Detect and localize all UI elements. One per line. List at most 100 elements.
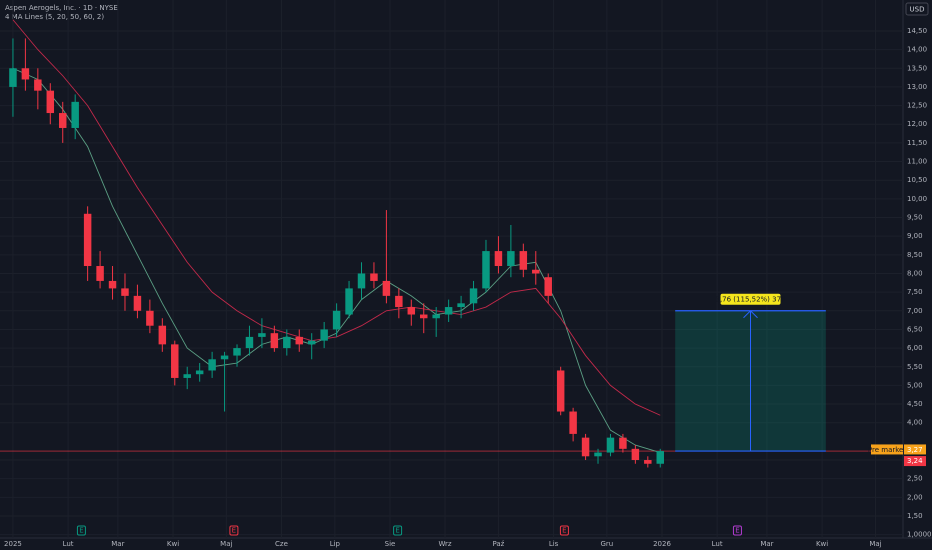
candle-body [208, 359, 216, 371]
candle-body [631, 448, 640, 461]
x-tick-label: 2026 [653, 540, 671, 548]
y-tick-label: 4,50 [907, 400, 923, 408]
candle-body [469, 288, 478, 304]
indicator-title: 4 MA Lines (5, 20, 50, 60, 2) [5, 13, 104, 21]
candle-body [332, 310, 341, 330]
candle-body [594, 452, 602, 457]
candle-body [245, 336, 254, 349]
candle-body [494, 251, 503, 267]
candle-body [519, 251, 528, 270]
y-tick-label: 14,00 [907, 46, 927, 54]
y-tick-label: 13,50 [907, 64, 927, 72]
y-tick-label: 13,00 [907, 83, 927, 91]
candle-body [295, 336, 303, 345]
candle-body [59, 113, 67, 128]
x-tick-label: Wrz [438, 540, 451, 548]
candle-body [656, 451, 664, 464]
candle-body [644, 460, 652, 464]
candle-body [183, 374, 191, 378]
position-arrow-head [743, 310, 758, 319]
candle-body [121, 288, 129, 296]
candle-body [283, 336, 291, 349]
candle-body [532, 269, 540, 274]
position-label: 3,76 (115,52%) 376 [716, 295, 787, 303]
candle-body [146, 310, 154, 326]
currency[interactable]: USD [910, 6, 925, 14]
x-tick-label: Mar [111, 540, 124, 548]
x-tick-label: Paź [492, 540, 504, 548]
x-tick-label: Kwi [816, 540, 828, 548]
y-tick-label: 5,00 [907, 381, 923, 389]
y-tick-label: 11,00 [907, 158, 927, 166]
candle-body [507, 251, 515, 267]
candle-body [569, 411, 577, 434]
candle-body [158, 325, 167, 345]
event-label: E [79, 527, 83, 535]
candle-body [395, 295, 403, 308]
candle-body [270, 333, 279, 349]
event-label: E [395, 527, 399, 535]
x-tick-label: Lut [712, 540, 723, 548]
candle-body [9, 68, 17, 87]
y-tick-label: 2,50 [907, 475, 923, 483]
candle-body [482, 251, 490, 289]
grid [0, 0, 903, 538]
y-tick-label: 10,50 [907, 176, 927, 184]
candle-body [420, 314, 428, 319]
candle-body [457, 303, 465, 308]
candle-body [432, 314, 440, 319]
y-tick-label: 9,00 [907, 232, 923, 240]
candle-body [96, 266, 104, 281]
candle-body [133, 295, 142, 311]
candle-body [195, 370, 204, 375]
y-tick-label: 8,50 [907, 251, 923, 259]
candle-body [370, 273, 378, 281]
candle-body [220, 355, 229, 360]
x-tick-label: Lis [549, 540, 559, 548]
x-tick-label: Sie [385, 540, 396, 548]
candle-body [444, 307, 453, 315]
candle-body [544, 277, 552, 296]
x-tick-label: Maj [220, 540, 232, 548]
y-tick-label: 7,50 [907, 288, 923, 296]
x-tick-label: Kwi [167, 540, 179, 548]
candle-body [71, 101, 79, 128]
candle-body [21, 68, 30, 80]
y-tick-label: 12,00 [907, 120, 927, 128]
currency-box[interactable] [905, 2, 929, 16]
y-tick-label: 6,50 [907, 325, 923, 333]
y-tick-label: 11,50 [907, 139, 927, 147]
candle-body [556, 370, 565, 412]
event-marker [229, 525, 239, 536]
x-tick-label: Lut [63, 540, 74, 548]
x-tick-label: Cze [275, 540, 288, 548]
candle-body [407, 307, 416, 315]
chart-title: Aspen Aerogels, Inc. · 1D · NYSE [5, 4, 118, 12]
y-tick-label: 9,50 [907, 214, 923, 222]
candle-body [619, 437, 627, 449]
event-label: E [232, 527, 236, 535]
pre-market-tag [904, 444, 926, 455]
candle-body [382, 280, 391, 296]
y-tick-label: 10,00 [907, 195, 927, 203]
y-tick-label: 14,50 [907, 27, 927, 35]
y-tick-label: 12,50 [907, 102, 927, 110]
x-tick-label: Maj [869, 540, 881, 548]
candle-body [258, 333, 266, 337]
candle-body [34, 79, 42, 91]
y-tick-label: 1,50 [907, 512, 923, 520]
last-price-tag [904, 456, 926, 467]
event-marker [732, 525, 742, 536]
y-tick-label: 2,00 [907, 493, 923, 501]
pre-market-price: 3,27 [907, 446, 923, 454]
x-tick-label: Gru [600, 540, 613, 548]
last-price: 3,24 [907, 457, 923, 465]
event-marker [393, 525, 403, 536]
event-marker [559, 525, 569, 536]
candle-body [83, 213, 92, 267]
x-tick-label: Lip [330, 540, 341, 548]
event-marker [76, 525, 86, 536]
y-tick-label: 4,00 [907, 419, 923, 427]
